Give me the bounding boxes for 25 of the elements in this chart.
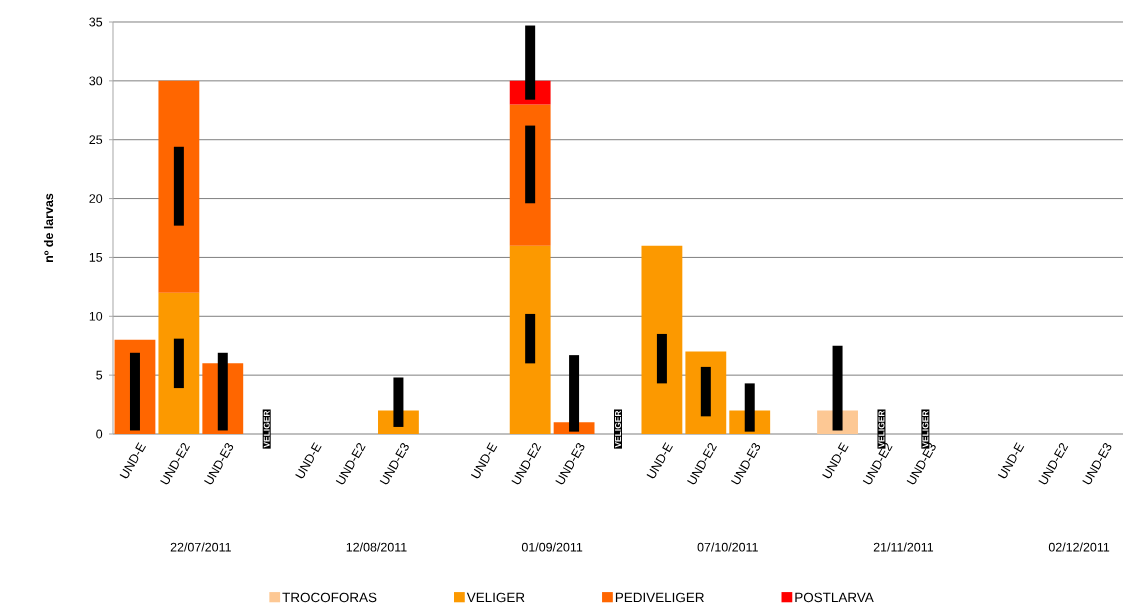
bar <box>158 80 200 293</box>
text: 01/09/2011 <box>521 542 583 552</box>
y-tick-label: 30 <box>89 76 103 86</box>
text: 22/07/2011 <box>170 542 231 552</box>
legend-label: VELIGER <box>466 592 525 603</box>
legend-label: TROCOFORAS <box>282 592 377 603</box>
annotation: VELIGER <box>615 410 621 448</box>
legend-label: POSTLARVA <box>795 592 874 603</box>
text: 21/11/2011 <box>873 542 934 552</box>
bar <box>641 245 683 434</box>
text: 12/08/2011 <box>346 542 407 552</box>
y-tick-label: 10 <box>89 311 103 321</box>
y-tick-label: 5 <box>96 370 103 380</box>
text: 07/10/2011 <box>697 542 758 552</box>
bar <box>509 245 551 434</box>
legend-label: PEDIVELIGER <box>615 592 704 603</box>
y-axis-title: nº de larvas <box>43 193 54 262</box>
bar <box>158 292 200 434</box>
y-tick-label: 0 <box>96 429 103 439</box>
y-tick-label: 35 <box>89 17 103 27</box>
annotation: VELIGER <box>263 410 270 448</box>
y-tick-label: 15 <box>89 253 103 262</box>
y-tick-label: 25 <box>89 135 103 145</box>
y-tick-label: 20 <box>89 194 103 203</box>
text: 02/12/2011 <box>1048 542 1110 552</box>
